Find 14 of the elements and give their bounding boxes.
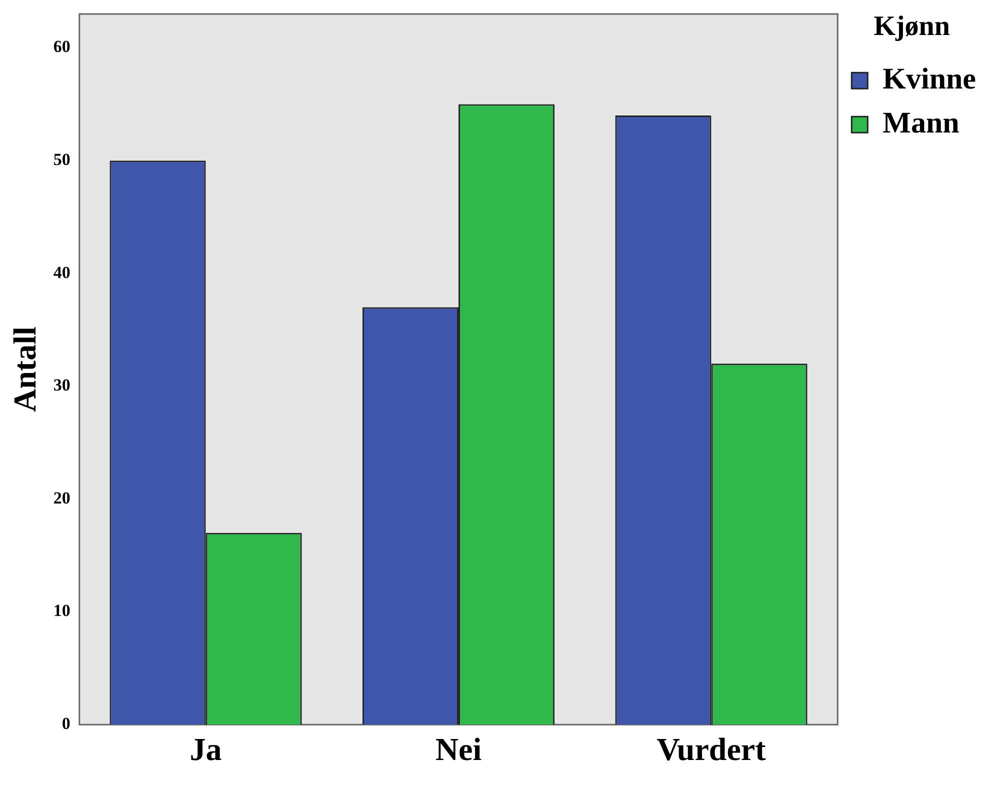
y-tick-label: 0	[62, 714, 70, 733]
y-axis-title: Antall	[6, 326, 42, 412]
y-tick-label: 10	[53, 601, 70, 620]
x-tick-label: Ja	[190, 731, 222, 768]
y-tick-label: 40	[53, 262, 70, 282]
x-tick-label: Nei	[435, 731, 482, 768]
y-tick-label: 20	[53, 488, 70, 508]
y-tick-label: 60	[53, 37, 70, 56]
legend-label: Kvinne	[882, 62, 976, 96]
legend-title: Kjønn	[874, 11, 950, 42]
y-tick-label: 50	[53, 150, 70, 170]
legend-label: Mann	[882, 106, 960, 140]
x-tick-label: Vurdert	[656, 731, 766, 768]
y-tick-label: 30	[53, 376, 70, 395]
